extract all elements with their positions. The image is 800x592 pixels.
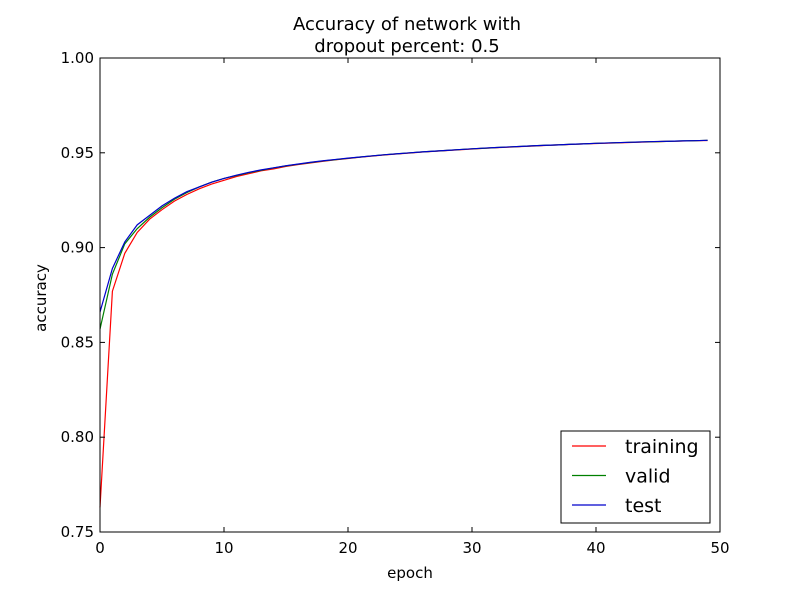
y-tick-label: 0.90 bbox=[61, 239, 94, 257]
x-tick-label: 20 bbox=[338, 539, 357, 557]
legend-label-valid: valid bbox=[625, 466, 671, 488]
plot-frame bbox=[99, 57, 721, 533]
legend-label-training: training bbox=[625, 436, 699, 458]
legend-label-test: test bbox=[625, 495, 662, 517]
y-tick-label: 0.85 bbox=[61, 333, 94, 351]
x-tick-label: 40 bbox=[586, 539, 605, 557]
y-tick-label: 0.80 bbox=[61, 428, 94, 446]
x-tick-label: 50 bbox=[710, 539, 729, 557]
y-tick-label: 0.75 bbox=[61, 523, 94, 541]
x-tick-label: 10 bbox=[214, 539, 233, 557]
axis-ticks: 0 10 20 30 40 50 0.75 0.80 0.85 0.90 0.95 1.00 bbox=[61, 49, 730, 557]
y-tick-label: 1.00 bbox=[61, 49, 94, 67]
chart-title-line-1: Accuracy of network with bbox=[293, 14, 521, 35]
x-tick-label: 30 bbox=[462, 539, 481, 557]
series-lines bbox=[99, 139, 708, 508]
legend-entries: training valid test bbox=[572, 436, 699, 517]
x-axis-label: epoch bbox=[387, 564, 433, 582]
y-axis-label: accuracy bbox=[32, 264, 50, 332]
series-line-valid bbox=[99, 139, 708, 330]
chart-title-line-2: dropout percent: 0.5 bbox=[314, 36, 499, 57]
legend: training valid test bbox=[560, 430, 711, 524]
y-tick-label: 0.95 bbox=[61, 144, 94, 162]
x-tick-label: 0 bbox=[95, 539, 105, 557]
series-line-test bbox=[99, 139, 708, 313]
